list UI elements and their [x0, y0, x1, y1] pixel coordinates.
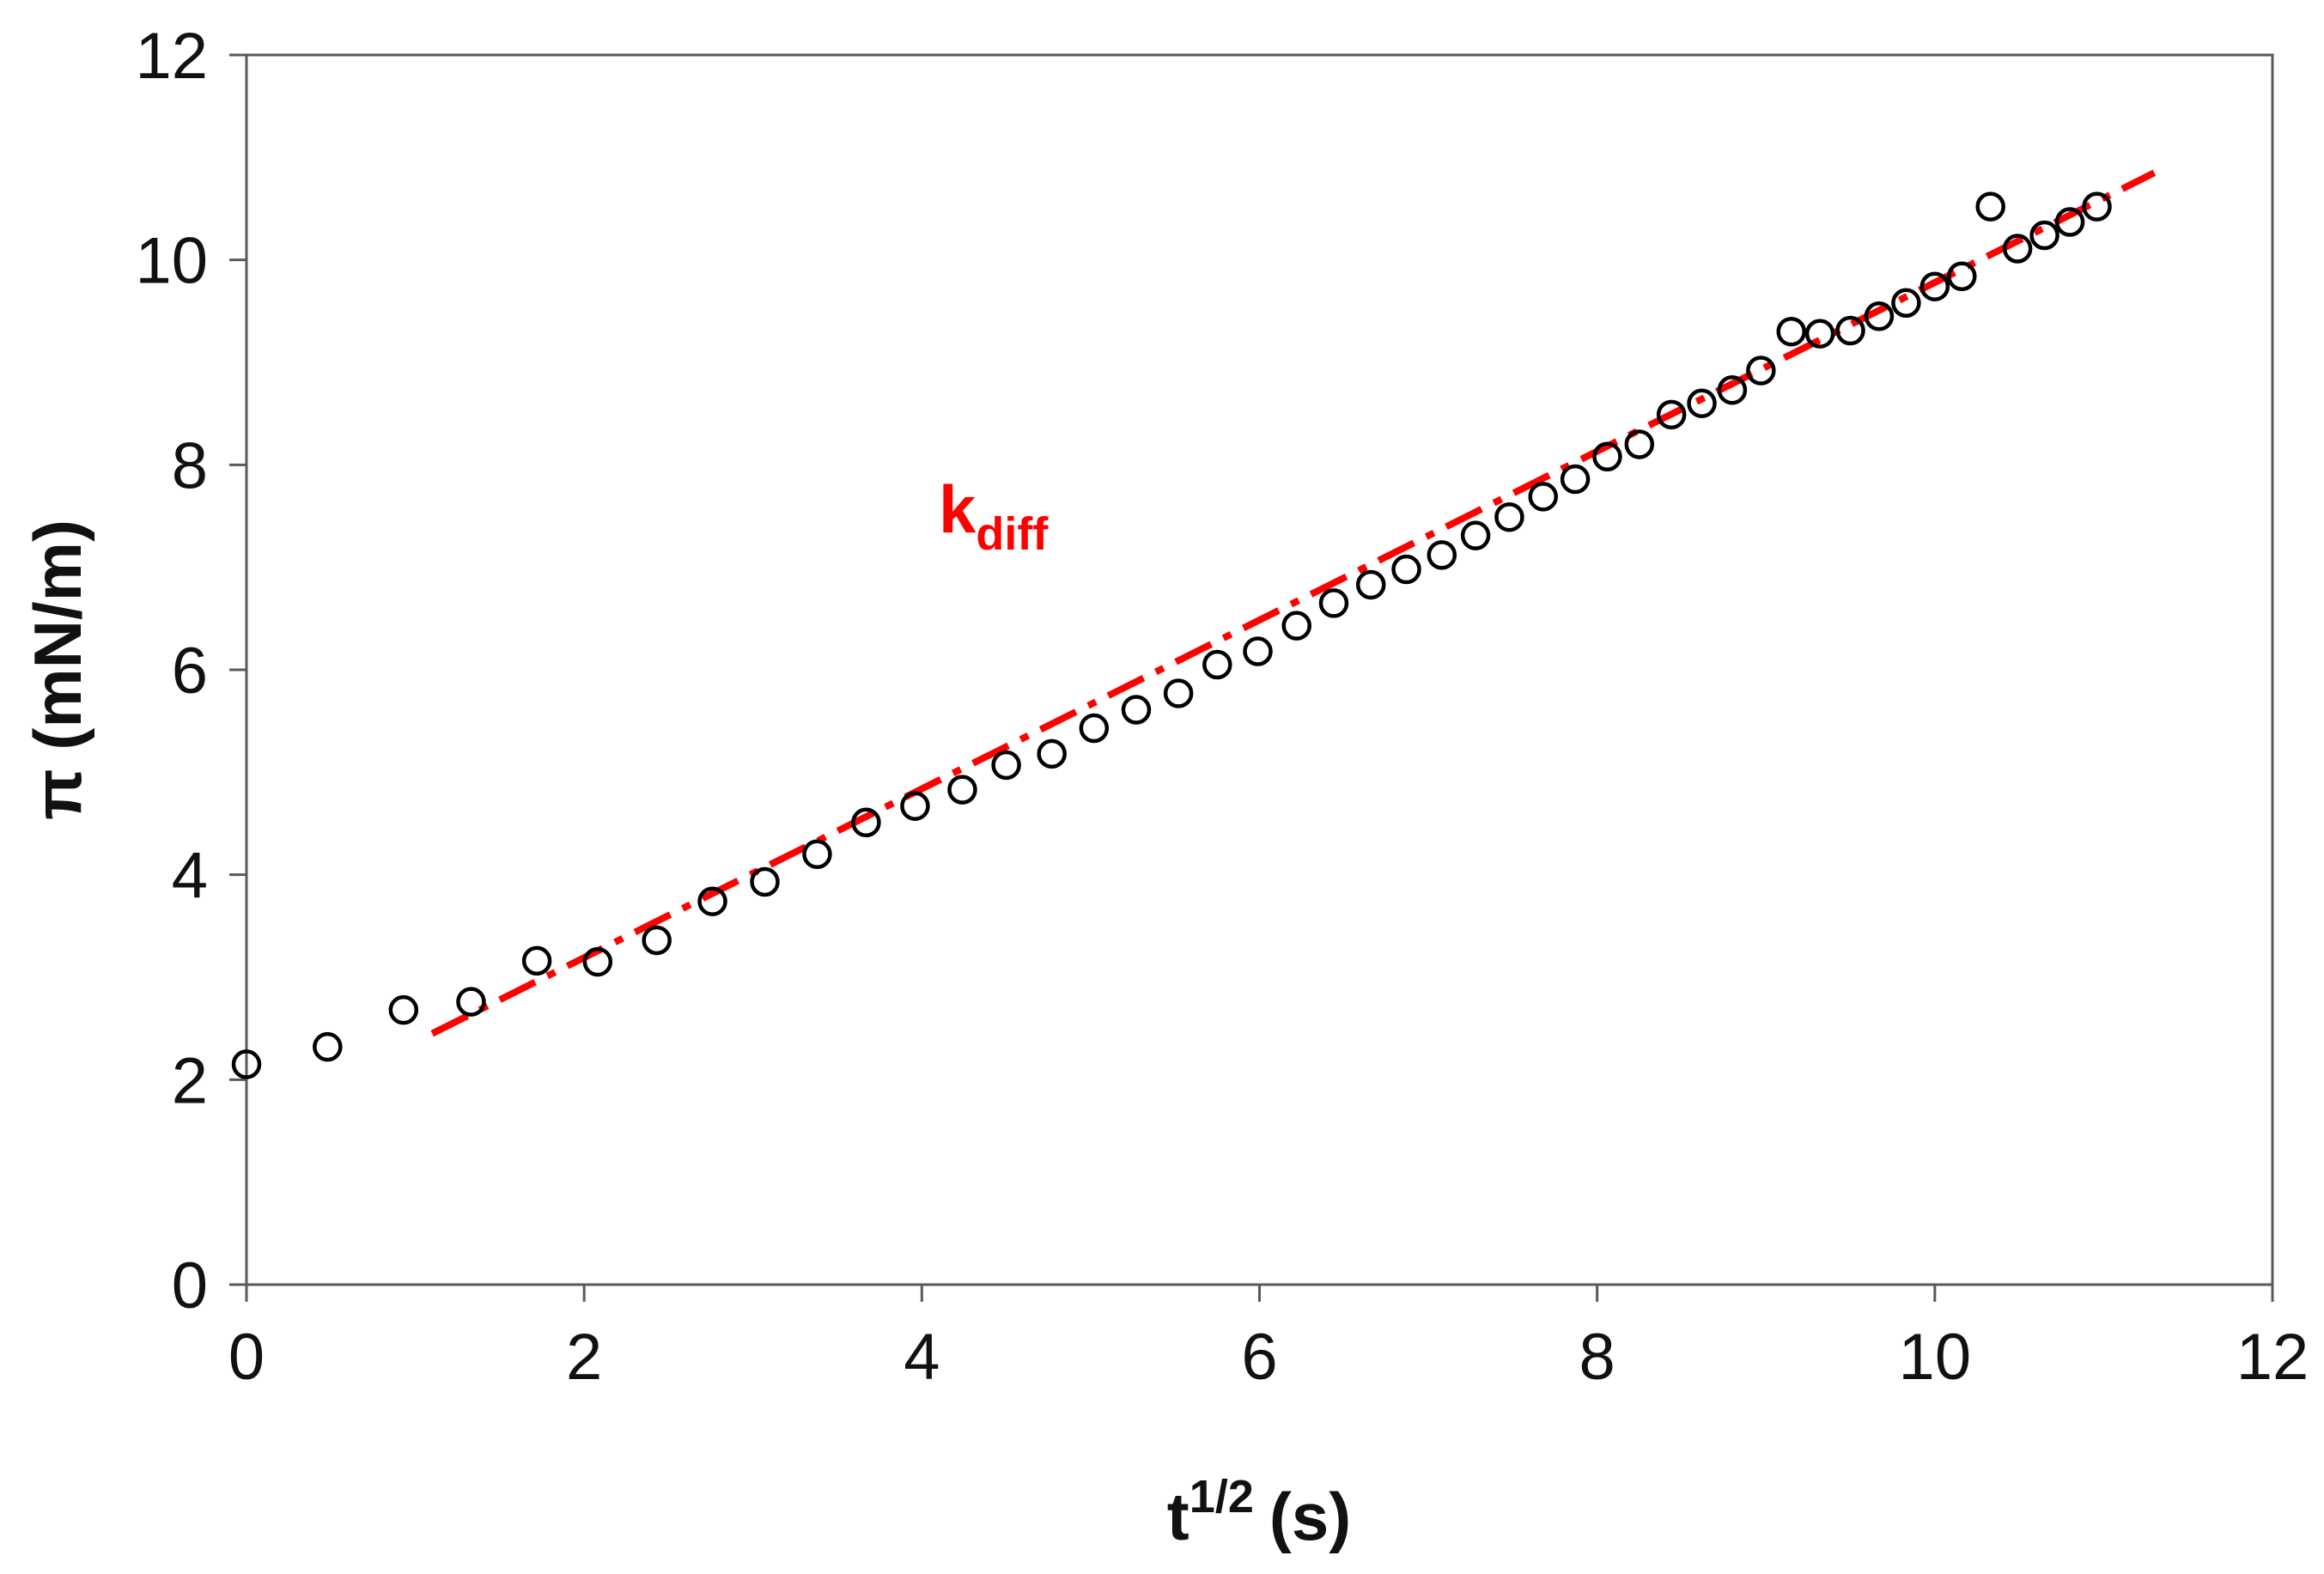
data-point [2029, 220, 2059, 251]
x-axis-title-main: t [1167, 1479, 1189, 1554]
y-tick-label: 4 [172, 840, 208, 913]
data-point [582, 946, 613, 977]
y-tick-label: 2 [172, 1044, 208, 1117]
data-point [388, 994, 419, 1025]
fit-line-group [430, 169, 2157, 1037]
data-point [1804, 319, 1835, 349]
fit-line-label: kdiff [939, 471, 1049, 560]
data-point [1592, 441, 1622, 472]
y-tick-label: 10 [135, 225, 208, 298]
data-point [1202, 649, 1232, 680]
x-axis-title-unit: (s) [1269, 1479, 1351, 1554]
x-tick-label: 10 [1899, 1321, 1972, 1394]
data-point [1919, 271, 1950, 301]
data-point [1891, 288, 1921, 319]
data-point [1864, 301, 1895, 331]
data-point [1121, 695, 1152, 725]
fit-line-label-subscript: diff [976, 508, 1049, 560]
data-point [456, 987, 486, 1017]
data-point [1624, 429, 1655, 459]
data-point [1355, 569, 1386, 600]
data-point [1528, 482, 1559, 512]
x-tick-label: 12 [2236, 1321, 2309, 1394]
data-point [1079, 713, 1110, 744]
data-point [1717, 374, 1748, 405]
x-tick-label: 8 [1579, 1321, 1615, 1394]
data-point [1776, 316, 1806, 347]
x-tick-label: 4 [903, 1321, 940, 1394]
data-point [1460, 520, 1491, 550]
data-point [231, 1049, 262, 1079]
y-axis-title: π (mN/m) [20, 520, 95, 820]
data-point [1281, 611, 1311, 641]
data-point [697, 886, 727, 916]
data-point [1163, 678, 1194, 708]
data-point [991, 750, 1021, 781]
data-point [1656, 399, 1687, 430]
data-point [1494, 501, 1524, 532]
y-tick-label: 12 [135, 20, 208, 93]
data-point [851, 807, 881, 838]
data-point [2082, 191, 2112, 222]
data-point [1975, 191, 2005, 222]
data-point [313, 1031, 343, 1062]
data-point [1947, 261, 1977, 292]
data-point [1746, 356, 1776, 386]
plot-area [245, 53, 2274, 1286]
data-point [900, 791, 930, 821]
data-point [1318, 588, 1349, 618]
data-points [231, 191, 2112, 1079]
y-tick-label: 6 [172, 635, 208, 708]
x-axis-title: t1/2 (s) [1167, 1471, 1351, 1554]
fit-line-label-main: k [939, 471, 976, 547]
data-point [750, 866, 780, 897]
data-point [521, 945, 552, 976]
fit-line [430, 169, 2157, 1037]
data-point [802, 839, 832, 870]
data-point [1687, 388, 1717, 418]
data-point [2002, 234, 2033, 264]
data-point [1391, 554, 1421, 585]
x-axis-title-superscript: 1/2 [1189, 1471, 1254, 1522]
y-tick-label: 0 [172, 1249, 208, 1322]
data-point [1835, 315, 1865, 346]
data-point [1037, 738, 1067, 769]
data-point [2054, 207, 2085, 237]
data-point [642, 925, 672, 956]
y-axis-ticks: 0 2 4 6 8 10 12 [135, 20, 246, 1322]
x-tick-label: 2 [566, 1321, 602, 1394]
x-tick-label: 6 [1241, 1321, 1277, 1394]
x-tick-label: 0 [228, 1321, 265, 1394]
data-point [1243, 636, 1273, 666]
y-tick-label: 8 [172, 429, 208, 502]
data-point [1427, 540, 1457, 570]
data-point [947, 775, 977, 805]
data-point [1560, 464, 1591, 495]
x-axis-ticks: 0 2 4 6 8 10 12 [228, 1285, 2309, 1394]
